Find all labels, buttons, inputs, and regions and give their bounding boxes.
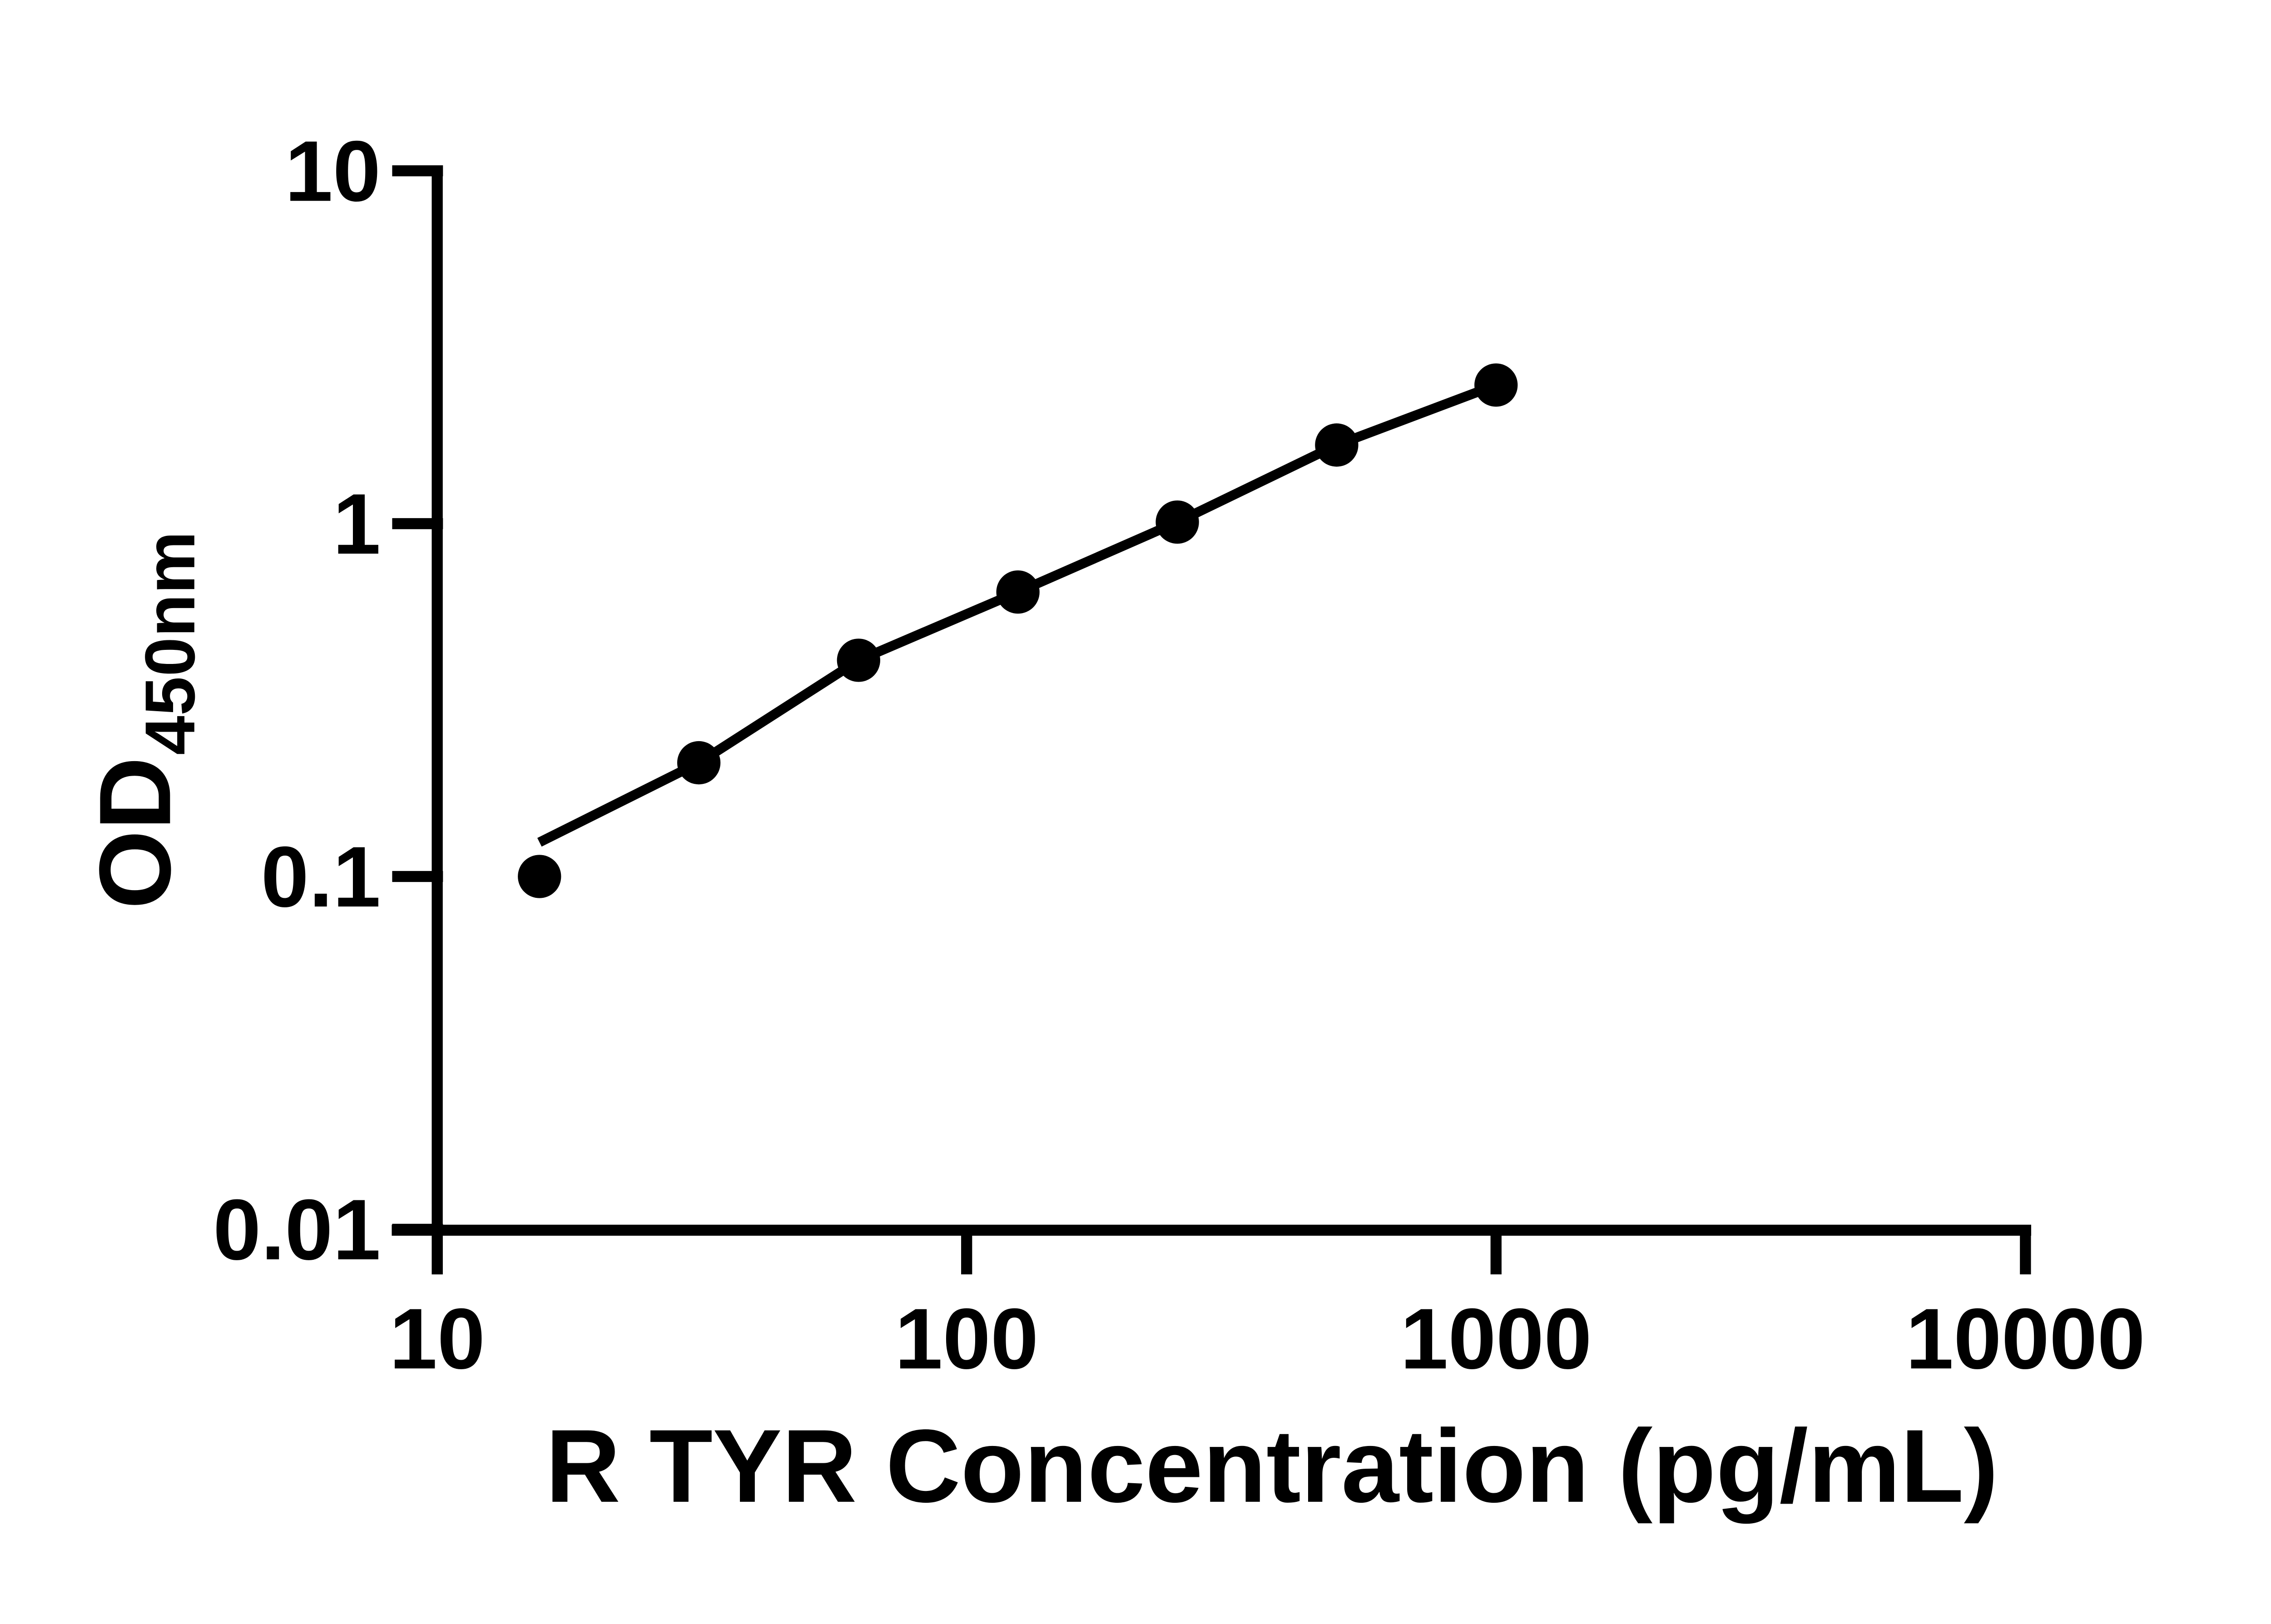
data-point [677,741,721,785]
axes-layer [392,165,2031,1275]
y-tick-label: 0.1 [261,829,381,925]
y-axis-title-subscript: 450nm [130,531,209,755]
x-tick-label: 100 [895,1291,1038,1387]
y-axis-title: OD 450nm [79,531,209,909]
data-point [518,855,561,898]
x-axis-title: R TYR Concentration (pg/mL) [545,1408,1998,1524]
x-tick-label: 1000 [1400,1291,1592,1387]
data-point [1474,363,1518,407]
x-tick-label: 10000 [1906,1291,2145,1387]
data-points-layer [518,363,1518,898]
y-axis-title-main: OD [79,757,192,909]
data-point [1155,500,1199,544]
y-tick-label: 1 [333,476,381,572]
data-point [1315,423,1359,467]
data-point [996,570,1040,614]
y-tick-label: 10 [285,123,381,219]
x-tick-label: 10 [389,1291,485,1387]
y-tick-label: 0.01 [213,1182,381,1278]
chart-background [0,22,2271,1602]
data-point [837,639,880,682]
